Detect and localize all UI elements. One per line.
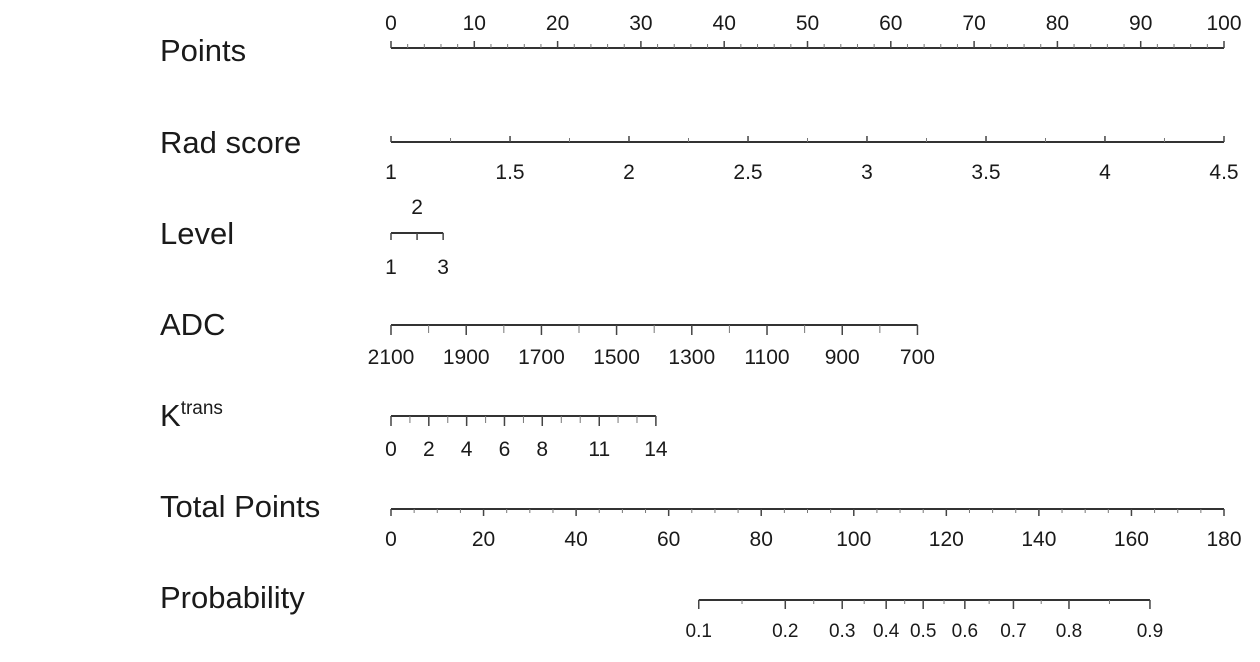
adc-tick-label: 900 [825, 346, 860, 369]
total-points-tick-label: 160 [1114, 528, 1149, 551]
rad-score-tick-label: 3 [861, 161, 873, 184]
total-points-tick-label: 100 [836, 528, 871, 551]
ktrans-row-label: Ktrans [160, 398, 223, 433]
points-tick-label: 80 [1046, 12, 1069, 35]
ktrans-tick-label: 0 [385, 438, 397, 461]
total-points-row-label: Total Points [160, 489, 320, 524]
rad-score-row-label: Rad score [160, 125, 301, 160]
points-tick-label: 90 [1129, 12, 1152, 35]
rad-score-tick-label: 3.5 [971, 161, 1000, 184]
total-points-tick-label: 180 [1206, 528, 1241, 551]
points-tick-label: 0 [385, 12, 397, 35]
ktrans-tick-label: 11 [588, 438, 610, 461]
level-row-label: Level [160, 216, 234, 251]
total-points-tick-label: 60 [657, 528, 680, 551]
points-tick-label: 30 [629, 12, 652, 35]
rad-score-tick-label: 2 [623, 161, 635, 184]
probability-tick-label: 0.8 [1056, 621, 1082, 642]
level-tick-label: 3 [437, 256, 449, 279]
ktrans-tick-label: 4 [461, 438, 473, 461]
ktrans-tick-label: 8 [536, 438, 548, 461]
probability-tick-label: 0.7 [1000, 621, 1026, 642]
ktrans-tick-label: 6 [499, 438, 511, 461]
points-tick-label: 50 [796, 12, 819, 35]
points-tick-label: 70 [962, 12, 985, 35]
adc-row-label: ADC [160, 307, 225, 342]
adc-tick-label: 1300 [668, 346, 715, 369]
probability-tick-label: 0.5 [910, 621, 936, 642]
rad-score-tick-label: 2.5 [733, 161, 762, 184]
probability-tick-label: 0.9 [1137, 621, 1163, 642]
probability-tick-label: 0.6 [952, 621, 978, 642]
rad-score-tick-label: 1.5 [495, 161, 524, 184]
probability-tick-label: 0.4 [873, 621, 900, 642]
points-tick-label: 10 [463, 12, 486, 35]
probability-tick-label: 0.2 [772, 621, 798, 642]
total-points-tick-label: 40 [564, 528, 587, 551]
adc-tick-label: 1100 [744, 346, 789, 369]
adc-tick-label: 1900 [443, 346, 490, 369]
total-points-tick-label: 140 [1021, 528, 1056, 551]
rad-score-tick-label: 4.5 [1209, 161, 1238, 184]
level-tick-label: 2 [411, 196, 423, 219]
total-points-tick-label: 120 [929, 528, 964, 551]
level-tick-label: 1 [385, 256, 397, 279]
probability-tick-label: 0.1 [686, 621, 712, 642]
total-points-tick-label: 20 [472, 528, 495, 551]
total-points-tick-label: 80 [750, 528, 773, 551]
rad-score-tick-label: 4 [1099, 161, 1111, 184]
points-tick-label: 40 [713, 12, 736, 35]
adc-tick-label: 1500 [593, 346, 640, 369]
adc-tick-label: 2100 [368, 346, 415, 369]
points-tick-label: 100 [1206, 12, 1241, 35]
probability-row-label: Probability [160, 580, 305, 615]
ktrans-tick-label: 2 [423, 438, 435, 461]
rad-score-tick-label: 1 [385, 161, 397, 184]
probability-tick-label: 0.3 [829, 621, 855, 642]
points-tick-label: 60 [879, 12, 902, 35]
points-row-label: Points [160, 33, 246, 68]
adc-tick-label: 1700 [518, 346, 565, 369]
total-points-tick-label: 0 [385, 528, 397, 551]
points-tick-label: 20 [546, 12, 569, 35]
ktrans-tick-label: 14 [644, 438, 668, 461]
adc-tick-label: 700 [900, 346, 935, 369]
